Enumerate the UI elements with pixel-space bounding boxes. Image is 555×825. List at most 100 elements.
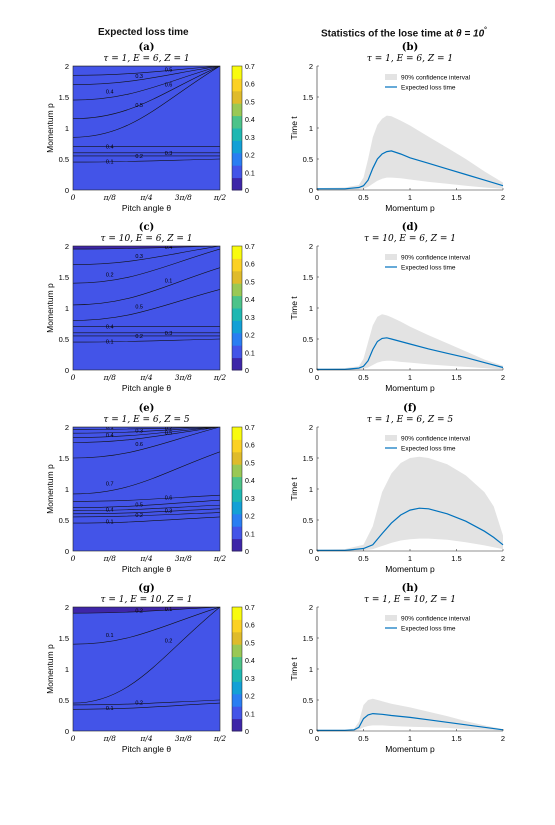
colorbar-swatch [232,345,242,359]
heatmap-band [73,66,220,190]
y-axis-label: Time t [289,296,299,320]
contour-line [73,499,220,508]
contour-label: 0.2 [135,701,143,707]
colorbar-swatch [232,90,242,104]
colorbar-swatch [232,538,242,552]
colorbar-tick-label: 0.4 [245,297,255,304]
panel-title: τ = 1, E = 6, Z = 5 [103,415,189,425]
colorbar-swatch [232,501,242,515]
colorbar-tick-label: 0.1 [245,170,255,177]
colorbar: 0 0.1 0.2 0.3 0.4 0.5 0.6 0.7 [231,605,255,736]
y-tick-label: 2 [309,242,313,251]
y-tick-label: 0 [65,547,69,556]
heatmap-bands: 0.1 0.2 0.2 0.1 0.2 0.1 [73,607,220,731]
x-tick-label: 0 [315,734,319,743]
contour-line [73,267,220,306]
contour-line [73,158,220,163]
colorbar-swatch [232,283,242,297]
x-tick-label: 3π/8 [175,554,192,563]
x-tick-label: π/2 [213,554,226,563]
plot-frame [72,426,221,552]
colorbar-swatch [232,526,242,540]
contour-label: 0.1 [106,633,114,639]
y-tick-label: 1.5 [303,273,313,282]
heatmap-bands: 0.1 0.2 0.3 0.4 0.5 0.1 0.2 0.3 0.4 [73,245,220,370]
colorbar-swatch [232,165,242,179]
y-tick-label: 1 [65,485,69,494]
x-tick-label: 1.5 [451,734,461,743]
contour-label: 0.6 [165,82,173,88]
x-tick-label: π/8 [103,193,116,202]
legend-label-ci: 90% confidence interval [401,255,471,262]
contour-label: 0.5 [135,502,143,508]
x-tick-label: 1 [408,193,412,202]
x-tick-label: 1 [408,373,412,382]
colorbar-tick-label: 0.5 [245,640,255,647]
y-tick-label: 1.5 [303,93,313,102]
y-tick-label: 2 [309,62,313,71]
panel-label: (c) [139,222,155,233]
colorbar-tick-label: 0.5 [245,99,255,106]
x-axis-label: Pitch angle θ [122,564,171,574]
y-tick-label: 0.5 [303,516,313,525]
contour-label: 0.4 [165,245,173,251]
x-tick-label: 1 [408,554,412,563]
y-tick-label: 1 [309,665,313,674]
x-tick-label: π/4 [139,373,152,382]
x-tick-label: 0 [71,554,76,563]
colorbar-frame [231,606,243,732]
contour-label: 0.3 [135,428,143,434]
colorbar-tick-label: 0.6 [245,82,255,89]
x-tick-label: 2 [501,193,505,202]
x-tick-label: 0 [315,373,319,382]
colorbar-tick-label: 0.5 [245,460,255,467]
panel-title: τ = 1, E = 10, Z = 1 [364,595,456,605]
panel-title: τ = 1, E = 6, Z = 1 [103,54,189,64]
contour-label: 0.5 [165,67,173,73]
y-tick-label: 2 [309,423,313,432]
panel-label: (d) [402,222,418,233]
colorbar-frame [231,65,243,191]
colorbar-swatch [232,78,242,92]
panel-title: τ = 1, E = 10, Z = 1 [101,595,193,605]
contour-label: 0.1 [165,607,173,613]
right-column-title: Statistics of the lose time at θ = 10° [321,27,487,39]
panel-a: (a)τ = 1, E = 6, Z = 1 0.1 0.2 0.3 0.4 0.5 0.6… [45,42,255,213]
contour-label: 0.6 [165,495,173,501]
x-tick-label: π/4 [139,554,152,563]
mean-line [317,507,504,551]
x-tick-label: 2 [501,554,505,563]
contour-label: 0.1 [106,706,114,712]
contour-label: 0.1 [165,279,173,285]
colorbar-tick-label: 0.3 [245,676,255,683]
contour-line [73,494,220,502]
y-tick-label: 0.5 [303,335,313,344]
heatmap-bands: 0.1 0.2 0.3 0.4 0.5 0.6 0.4 0.3 0.5 [73,66,220,190]
y-tick-label: 1.5 [59,273,69,282]
x-tick-label: π/8 [103,734,116,743]
y-tick-label: 0 [65,186,69,195]
x-axis-label: Pitch angle θ [122,744,171,754]
colorbar-swatch [232,66,242,79]
y-tick-label: 0.5 [59,155,69,164]
panel-label: (g) [138,583,154,594]
y-tick-label: 0.5 [303,155,313,164]
y-tick-label: 0 [65,727,69,736]
contour-line [73,427,220,430]
contour-line [73,66,220,119]
panel-f: (f)τ = 1, E = 6, Z = 5 0 0.5 1 1.5 2 0 0.5 1 1.5 2… [289,403,505,574]
left-column-title: Expected loss time [98,27,189,38]
panel-title: τ = 1, E = 6, Z = 1 [367,54,453,64]
contour-line [73,338,220,343]
y-axis-label: Time t [289,477,299,501]
colorbar-swatch [232,513,242,527]
contour-label: 0.5 [135,304,143,310]
x-tick-label: 1.5 [451,554,461,563]
contour-label: 0.3 [135,74,143,80]
colorbar-swatch [232,103,242,117]
contour-line [73,607,220,704]
colorbar-swatch [232,681,242,695]
colorbar-swatch [232,152,242,166]
y-tick-label: 1 [309,304,313,313]
colorbar: 0 0.1 0.2 0.3 0.4 0.5 0.6 0.7 [231,64,255,195]
